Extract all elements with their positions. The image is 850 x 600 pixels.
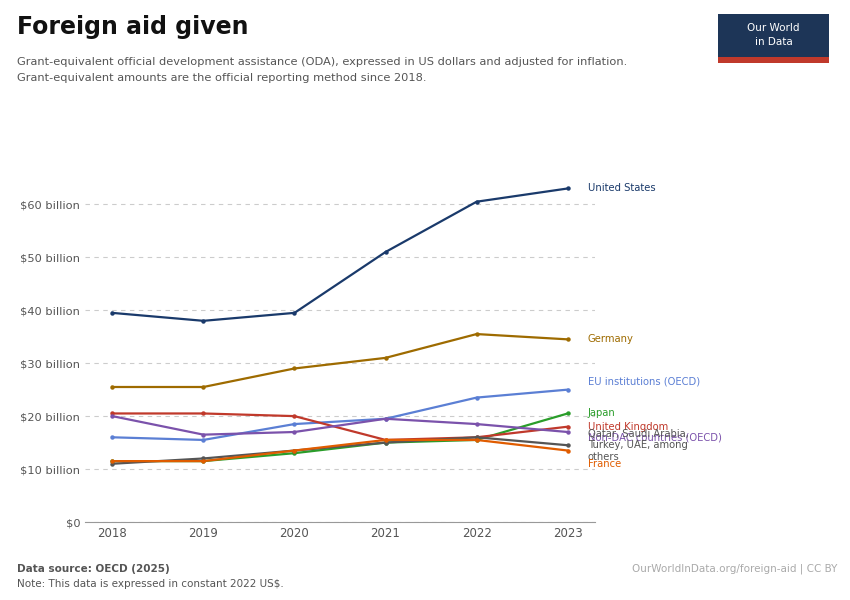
Text: OurWorldInData.org/foreign-aid | CC BY: OurWorldInData.org/foreign-aid | CC BY xyxy=(632,564,837,575)
Text: Germany: Germany xyxy=(587,334,633,344)
Text: Japan: Japan xyxy=(587,409,615,418)
Text: in Data: in Data xyxy=(755,37,792,47)
FancyBboxPatch shape xyxy=(718,14,829,63)
Text: United States: United States xyxy=(587,184,655,193)
Text: United Kingdom: United Kingdom xyxy=(587,422,668,432)
Text: Note: This data is expressed in constant 2022 US$.: Note: This data is expressed in constant… xyxy=(17,579,284,589)
Text: Data source: OECD (2025): Data source: OECD (2025) xyxy=(17,564,170,574)
FancyBboxPatch shape xyxy=(718,57,829,63)
Text: Grant-equivalent official development assistance (ODA), expressed in US dollars : Grant-equivalent official development as… xyxy=(17,57,627,67)
Text: EU institutions (OECD): EU institutions (OECD) xyxy=(587,377,700,387)
Text: Qatar, Saudi Arabia,
Turkey, UAE, among
others: Qatar, Saudi Arabia, Turkey, UAE, among … xyxy=(587,428,688,462)
Text: Non-DAC countries (OECD): Non-DAC countries (OECD) xyxy=(587,432,722,442)
Text: Our World: Our World xyxy=(747,23,800,32)
Text: France: France xyxy=(587,459,621,469)
Text: Foreign aid given: Foreign aid given xyxy=(17,15,248,39)
Text: Grant-equivalent amounts are the official reporting method since 2018.: Grant-equivalent amounts are the officia… xyxy=(17,73,427,83)
